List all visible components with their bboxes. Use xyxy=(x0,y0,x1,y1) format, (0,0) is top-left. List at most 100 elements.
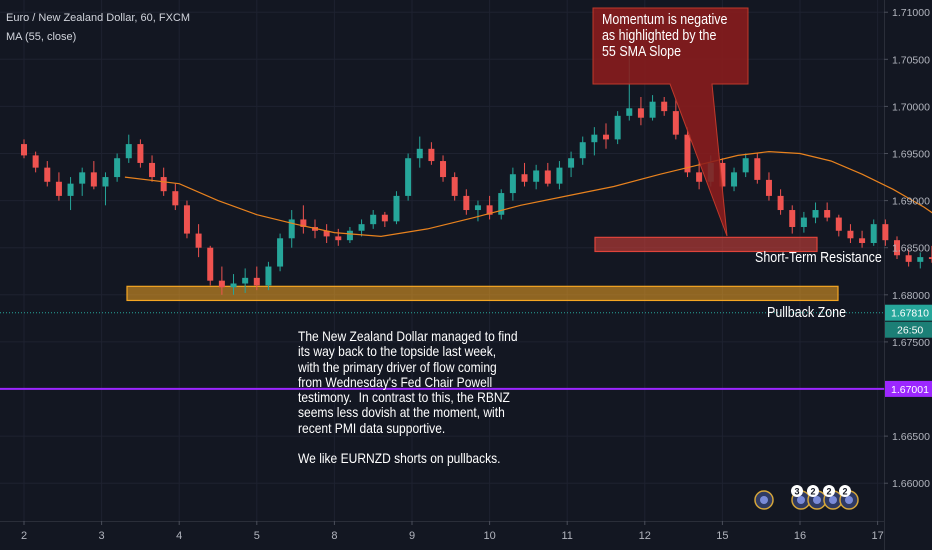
time-axis-label: 17 xyxy=(871,530,883,542)
candle-body xyxy=(370,214,377,225)
candle xyxy=(195,224,202,258)
commentary-text: The New Zealand Dollar managed to find i… xyxy=(298,328,518,467)
candle-body xyxy=(253,277,260,286)
candle xyxy=(894,236,900,260)
time-axis-label: 16 xyxy=(794,530,806,542)
price-axis-label: 1.68500 xyxy=(892,243,930,255)
candle xyxy=(207,245,214,286)
candle xyxy=(637,96,644,126)
candle xyxy=(882,219,889,246)
candle xyxy=(812,202,819,224)
candle-body xyxy=(824,210,831,218)
pullback-zone xyxy=(126,285,839,302)
candle-body xyxy=(114,158,121,178)
time-axis-label: 8 xyxy=(331,530,337,542)
candle xyxy=(288,210,295,248)
event-flag-dot xyxy=(813,496,821,504)
candle-body xyxy=(288,219,295,239)
price-axis-label: 1.66500 xyxy=(892,431,930,443)
candle xyxy=(44,161,51,187)
short-term-resistance-label: Short-Term Resistance xyxy=(755,250,882,266)
candle-body xyxy=(719,162,726,187)
candle xyxy=(917,252,924,269)
candle xyxy=(79,167,86,196)
short-term-resistance-zone xyxy=(594,236,818,253)
candle-body xyxy=(742,158,749,173)
candle xyxy=(277,233,284,272)
candle xyxy=(509,167,516,201)
event-count-label: 2 xyxy=(826,487,831,497)
candle xyxy=(672,98,679,140)
candle xyxy=(253,266,260,291)
candle xyxy=(544,162,551,187)
candle xyxy=(603,123,609,149)
candle xyxy=(474,200,481,222)
price-axis-label: 1.67500 xyxy=(892,337,930,349)
indicator-legend: MA (55, close) xyxy=(6,31,77,43)
time-axis-label: 3 xyxy=(99,530,105,542)
pullback-zone-label: Pullback Zone xyxy=(767,305,847,321)
candle xyxy=(242,268,249,293)
price-axis-label: 1.66000 xyxy=(892,478,930,490)
candle xyxy=(451,172,458,201)
candle-body xyxy=(603,134,609,140)
candle xyxy=(824,202,831,222)
candle-body xyxy=(672,111,679,135)
candle-body xyxy=(579,142,586,159)
candle-body xyxy=(533,170,540,182)
candle xyxy=(568,151,575,178)
time-axis-label: 15 xyxy=(716,530,728,542)
event-count-label: 2 xyxy=(842,487,847,497)
candle xyxy=(835,214,842,237)
candle xyxy=(102,172,109,206)
candle-body xyxy=(79,172,86,184)
candle xyxy=(300,205,307,234)
time-axis-label: 5 xyxy=(254,530,260,542)
candle xyxy=(335,228,342,246)
candle-body xyxy=(160,177,167,192)
candle-body xyxy=(265,266,272,286)
price-axis-label: 1.69500 xyxy=(892,149,930,161)
time-axis-label: 12 xyxy=(639,530,651,542)
price-axis-label: 1.68000 xyxy=(892,290,930,302)
candle-body xyxy=(230,283,237,288)
candle xyxy=(696,161,703,190)
candle xyxy=(393,191,400,225)
candle-body xyxy=(183,205,190,234)
candle-body xyxy=(102,177,109,187)
price-axis-label: 1.71000 xyxy=(892,7,930,19)
candle-body xyxy=(300,219,307,227)
candle xyxy=(463,189,470,215)
candle-body xyxy=(335,236,342,241)
candle xyxy=(789,205,796,234)
candle-body xyxy=(859,238,866,243)
candle xyxy=(149,155,156,182)
candle xyxy=(661,96,668,116)
candle xyxy=(591,127,598,156)
event-count-badge xyxy=(839,485,851,497)
candle-body xyxy=(928,257,932,260)
countdown-label: 26:50 xyxy=(897,325,923,337)
candle-body xyxy=(835,217,842,231)
candle-body xyxy=(894,240,900,256)
candle xyxy=(498,189,505,220)
price-axis-label: 1.70500 xyxy=(892,54,930,66)
grid-lines xyxy=(0,0,884,521)
candle-body xyxy=(649,101,656,118)
candle-body xyxy=(696,172,703,182)
candle xyxy=(90,161,97,190)
ma-55-line xyxy=(124,150,932,238)
candle xyxy=(847,224,854,243)
candle-body xyxy=(277,238,284,267)
candle-body xyxy=(474,205,481,211)
candle-body xyxy=(32,155,39,168)
candle-body xyxy=(207,247,214,281)
event-count-badge xyxy=(807,485,819,497)
candle-body xyxy=(568,158,575,168)
price-axis-label: 1.69000 xyxy=(892,196,930,208)
event-count-badge xyxy=(791,485,803,497)
candle-body xyxy=(67,183,74,196)
candle xyxy=(381,211,388,227)
